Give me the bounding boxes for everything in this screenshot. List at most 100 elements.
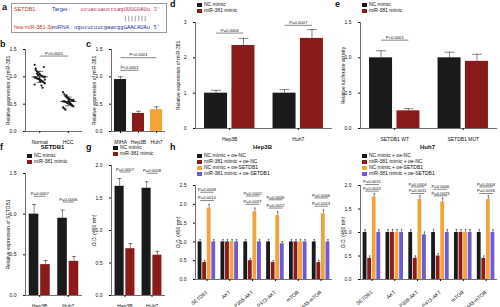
svg-text:P=0.0013: P=0.0013 — [312, 201, 331, 206]
svg-text:P=0.0002: P=0.0002 — [244, 191, 263, 196]
svg-text:SETDB1 WT: SETDB1 WT — [380, 136, 409, 142]
svg-text:1: 1 — [184, 90, 187, 96]
svg-text:P308-AKT: P308-AKT — [233, 289, 255, 307]
svg-text:P<0.0001: P<0.0001 — [120, 65, 139, 70]
svg-text:1.5: 1.5 — [179, 219, 187, 226]
svg-text:0.0: 0.0 — [96, 128, 103, 134]
svg-text:P=0.0008: P=0.0008 — [198, 187, 217, 192]
svg-text:Relative luciferase activity: Relative luciferase activity — [340, 46, 346, 104]
svg-text:SETDB1 MUT: SETDB1 MUT — [447, 136, 479, 142]
svg-text:O.D. (450 nm): O.D. (450 nm) — [175, 216, 181, 248]
svg-text:0.0: 0.0 — [345, 276, 352, 282]
svg-text:Relative expression of SETDB1: Relative expression of SETDB1 — [5, 199, 11, 269]
html-text:Target :: Target : — [52, 6, 71, 12]
svg-text:0.0: 0.0 — [10, 128, 17, 134]
svg-text:P=0.0005: P=0.0005 — [266, 195, 285, 200]
svg-text:Relative expression of miR-381: Relative expression of miR-381 — [175, 41, 181, 111]
svg-text:1.5: 1.5 — [345, 19, 352, 25]
svg-text:AKT: AKT — [220, 289, 231, 300]
svg-text:P=0.0014: P=0.0014 — [198, 195, 217, 200]
svg-text:P=0.0004: P=0.0004 — [409, 182, 428, 187]
html-text:ucuacuaucccagUUUGUAUu 3': ucuacuaucccagUUUGUAUu 3' — [74, 6, 161, 12]
svg-text:0.5: 0.5 — [344, 89, 352, 96]
svg-text:0.5: 0.5 — [9, 100, 17, 107]
svg-text:SETDB1: SETDB1 — [355, 289, 374, 306]
svg-text:Huh7: Huh7 — [292, 136, 304, 142]
svg-text:P=0.0007: P=0.0007 — [289, 20, 308, 25]
svg-text:2.0: 2.0 — [96, 162, 103, 168]
svg-text:P<0.0001: P<0.0001 — [129, 52, 148, 57]
svg-text:P=0.0023: P=0.0023 — [431, 191, 450, 196]
svg-text:Normal: Normal — [31, 139, 48, 146]
svg-text:1.5: 1.5 — [345, 206, 352, 212]
svg-text:1.5: 1.5 — [96, 195, 103, 201]
svg-text:P=0.0027: P=0.0027 — [244, 199, 263, 204]
svg-text:1.0: 1.0 — [95, 227, 103, 234]
svg-text:P=0.0004: P=0.0004 — [477, 182, 496, 187]
svg-text:2.0: 2.0 — [180, 201, 187, 207]
svg-text:0.0: 0.0 — [96, 292, 103, 298]
svg-text:1.5: 1.5 — [10, 170, 17, 176]
svg-text:Huh7: Huh7 — [146, 303, 158, 307]
svg-text:O.D. (450 nm): O.D. (450 nm) — [91, 214, 97, 246]
svg-text:1.0: 1.0 — [9, 210, 17, 217]
svg-text:Hep3B: Hep3B — [117, 303, 133, 307]
svg-text:0.5: 0.5 — [95, 100, 103, 107]
svg-text:SETDB1: SETDB1 — [190, 289, 209, 306]
svg-text:AKT: AKT — [385, 289, 396, 300]
svg-text:P=0.0007: P=0.0007 — [116, 167, 135, 172]
svg-text:Huh7: Huh7 — [151, 139, 163, 145]
svg-text:Hep3B: Hep3B — [32, 303, 48, 307]
svg-text:P=0.0006: P=0.0006 — [431, 184, 450, 189]
svg-text:2.0: 2.0 — [345, 182, 352, 188]
svg-text:0.0: 0.0 — [180, 276, 187, 282]
svg-text:P308-AKT: P308-AKT — [398, 289, 420, 307]
svg-text:P=0.0011: P=0.0011 — [363, 179, 381, 184]
svg-text:P=0.0007: P=0.0007 — [31, 191, 50, 196]
svg-text:P=0.0006: P=0.0006 — [59, 197, 78, 202]
svg-text:0.0: 0.0 — [345, 125, 352, 131]
svg-text:MIHA: MIHA — [114, 139, 127, 146]
svg-text:0.5: 0.5 — [96, 260, 103, 266]
svg-text:0.5: 0.5 — [345, 253, 352, 259]
svg-text:P=0.0016: P=0.0016 — [477, 188, 496, 193]
svg-text:mTOR: mTOR — [450, 289, 465, 303]
svg-text:1.5: 1.5 — [10, 46, 17, 52]
svg-text:0.0: 0.0 — [10, 292, 17, 298]
svg-text:P473-AKT: P473-AKT — [421, 289, 443, 307]
svg-text:2: 2 — [184, 54, 187, 60]
svg-text:0.5: 0.5 — [180, 257, 187, 263]
html-text:hsa-miR-381-3p miRNA : ugucucu: hsa-miR-381-3p miRNA : ugucucuucgaacggGA… — [14, 24, 161, 30]
svg-text:1.0: 1.0 — [95, 73, 103, 80]
svg-text:1.0: 1.0 — [344, 54, 352, 61]
svg-text:P473-AKT: P473-AKT — [256, 289, 278, 307]
svg-text:P<0.0001: P<0.0001 — [45, 51, 64, 56]
svg-text:mTOR: mTOR — [285, 289, 300, 303]
svg-text:1.5: 1.5 — [96, 46, 103, 52]
html-text:b: b — [0, 39, 6, 49]
svg-text:1.0: 1.0 — [179, 238, 187, 245]
svg-text:3: 3 — [184, 19, 187, 25]
svg-text:1.0: 1.0 — [344, 229, 352, 236]
svg-text:0: 0 — [184, 125, 187, 131]
svg-text:2.5: 2.5 — [180, 182, 187, 188]
svg-text:P=0.0012: P=0.0012 — [266, 203, 285, 208]
svg-text:Relative expression of miR-381: Relative expression of miR-381 — [5, 56, 11, 126]
svg-text:P2448-mTOR: P2448-mTOR — [295, 289, 323, 307]
svg-text:1.0: 1.0 — [9, 73, 17, 80]
svg-text:Huh7: Huh7 — [62, 303, 74, 307]
svg-text:P=0.0006: P=0.0006 — [312, 193, 331, 198]
svg-text:O.D. (450 nm): O.D. (450 nm) — [340, 216, 346, 248]
svg-text:HCC: HCC — [63, 139, 74, 145]
svg-text:P=0.0006: P=0.0006 — [221, 28, 240, 33]
svg-text:P=0.0024: P=0.0024 — [363, 186, 382, 191]
svg-text:Relative expression of miR-381: Relative expression of miR-381 — [91, 56, 97, 126]
svg-text:Hep3B: Hep3B — [130, 139, 147, 146]
html-text:SETDB1: SETDB1 — [14, 6, 36, 12]
svg-text:P=0.0011: P=0.0011 — [409, 188, 427, 193]
svg-text:P2448-mTOR: P2448-mTOR — [460, 289, 488, 307]
svg-text:0.5: 0.5 — [9, 251, 17, 258]
svg-text:P=0.0008: P=0.0008 — [143, 168, 162, 173]
svg-text:Hep3B: Hep3B — [222, 136, 238, 142]
svg-text:P<0.0001: P<0.0001 — [386, 35, 405, 40]
